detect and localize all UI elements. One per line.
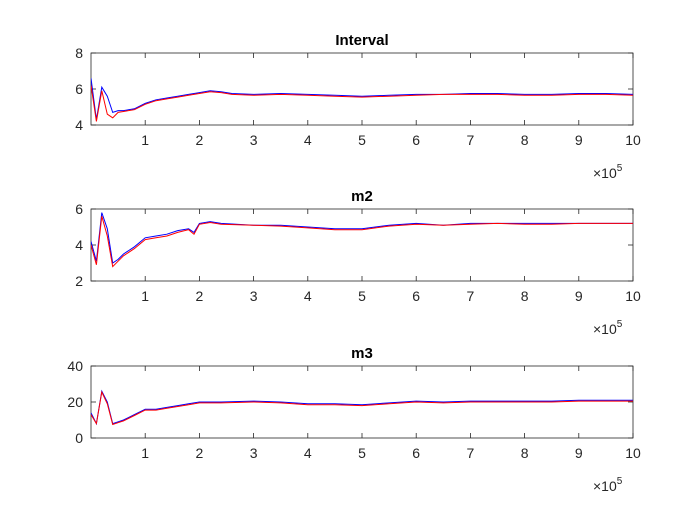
y-tick-label: 0 [75,430,83,446]
x-tick-label: 6 [412,445,420,461]
x-tick-label: 3 [250,445,258,461]
x-tick-label: 8 [521,132,529,148]
x-exponent-label: ×105 [593,163,623,181]
y-tick-label: 40 [67,358,83,374]
x-tick-label: 7 [467,132,475,148]
series-line-1 [91,78,633,120]
x-tick-label: 9 [575,445,583,461]
x-tick-label: 5 [358,132,366,148]
x-tick-label: 1 [141,445,149,461]
x-tick-label: 2 [196,445,204,461]
series-line-2 [91,216,633,268]
x-tick-label: 3 [250,132,258,148]
subplot-3: m3 1 2 3 4 5 6 7 8 9 10 0 20 40 ×105 [67,345,641,494]
series-line-2 [91,85,633,122]
y-tick-label: 4 [75,117,83,133]
x-tick-label: 7 [467,445,475,461]
x-tick-label: 2 [196,132,204,148]
series-line-1 [91,389,633,426]
x-tick-label: 10 [625,132,641,148]
y-tick-label: 6 [75,81,83,97]
y-tick-label: 4 [75,237,83,253]
x-tick-label: 3 [250,288,258,304]
chart-title: m3 [351,345,373,362]
x-tick-label: 10 [625,288,641,304]
x-tick-label: 10 [625,445,641,461]
x-tick-label: 2 [196,288,204,304]
x-tick-label: 6 [412,132,420,148]
x-tick-label: 1 [141,288,149,304]
x-tick-label: 9 [575,132,583,148]
chart-title: m2 [351,188,373,205]
series-line-2 [91,390,633,426]
x-tick-label: 8 [521,288,529,304]
x-tick-label: 1 [141,132,149,148]
x-tick-label: 8 [521,445,529,461]
y-tick-label: 8 [75,45,83,61]
x-tick-label: 4 [304,445,312,461]
x-tick-label: 6 [412,288,420,304]
x-tick-label: 5 [358,288,366,304]
axes-box [90,208,634,282]
x-tick-label: 5 [358,445,366,461]
x-tick-label: 7 [467,288,475,304]
subplot-2: m2 1 2 3 4 5 6 7 8 9 10 2 4 6 ×105 [75,188,641,337]
y-tick-label: 6 [75,201,83,217]
x-tick-label: 9 [575,288,583,304]
subplot-1: Interval 1 2 3 4 5 6 7 8 9 10 4 6 8 ×105 [75,32,641,181]
chart-title: Interval [335,32,388,49]
x-exponent-label: ×105 [593,319,623,337]
x-tick-label: 4 [304,132,312,148]
x-exponent-label: ×105 [593,476,623,494]
axes-box [90,52,634,126]
y-tick-label: 20 [67,394,83,410]
y-tick-label: 2 [75,273,83,289]
x-tick-label: 4 [304,288,312,304]
